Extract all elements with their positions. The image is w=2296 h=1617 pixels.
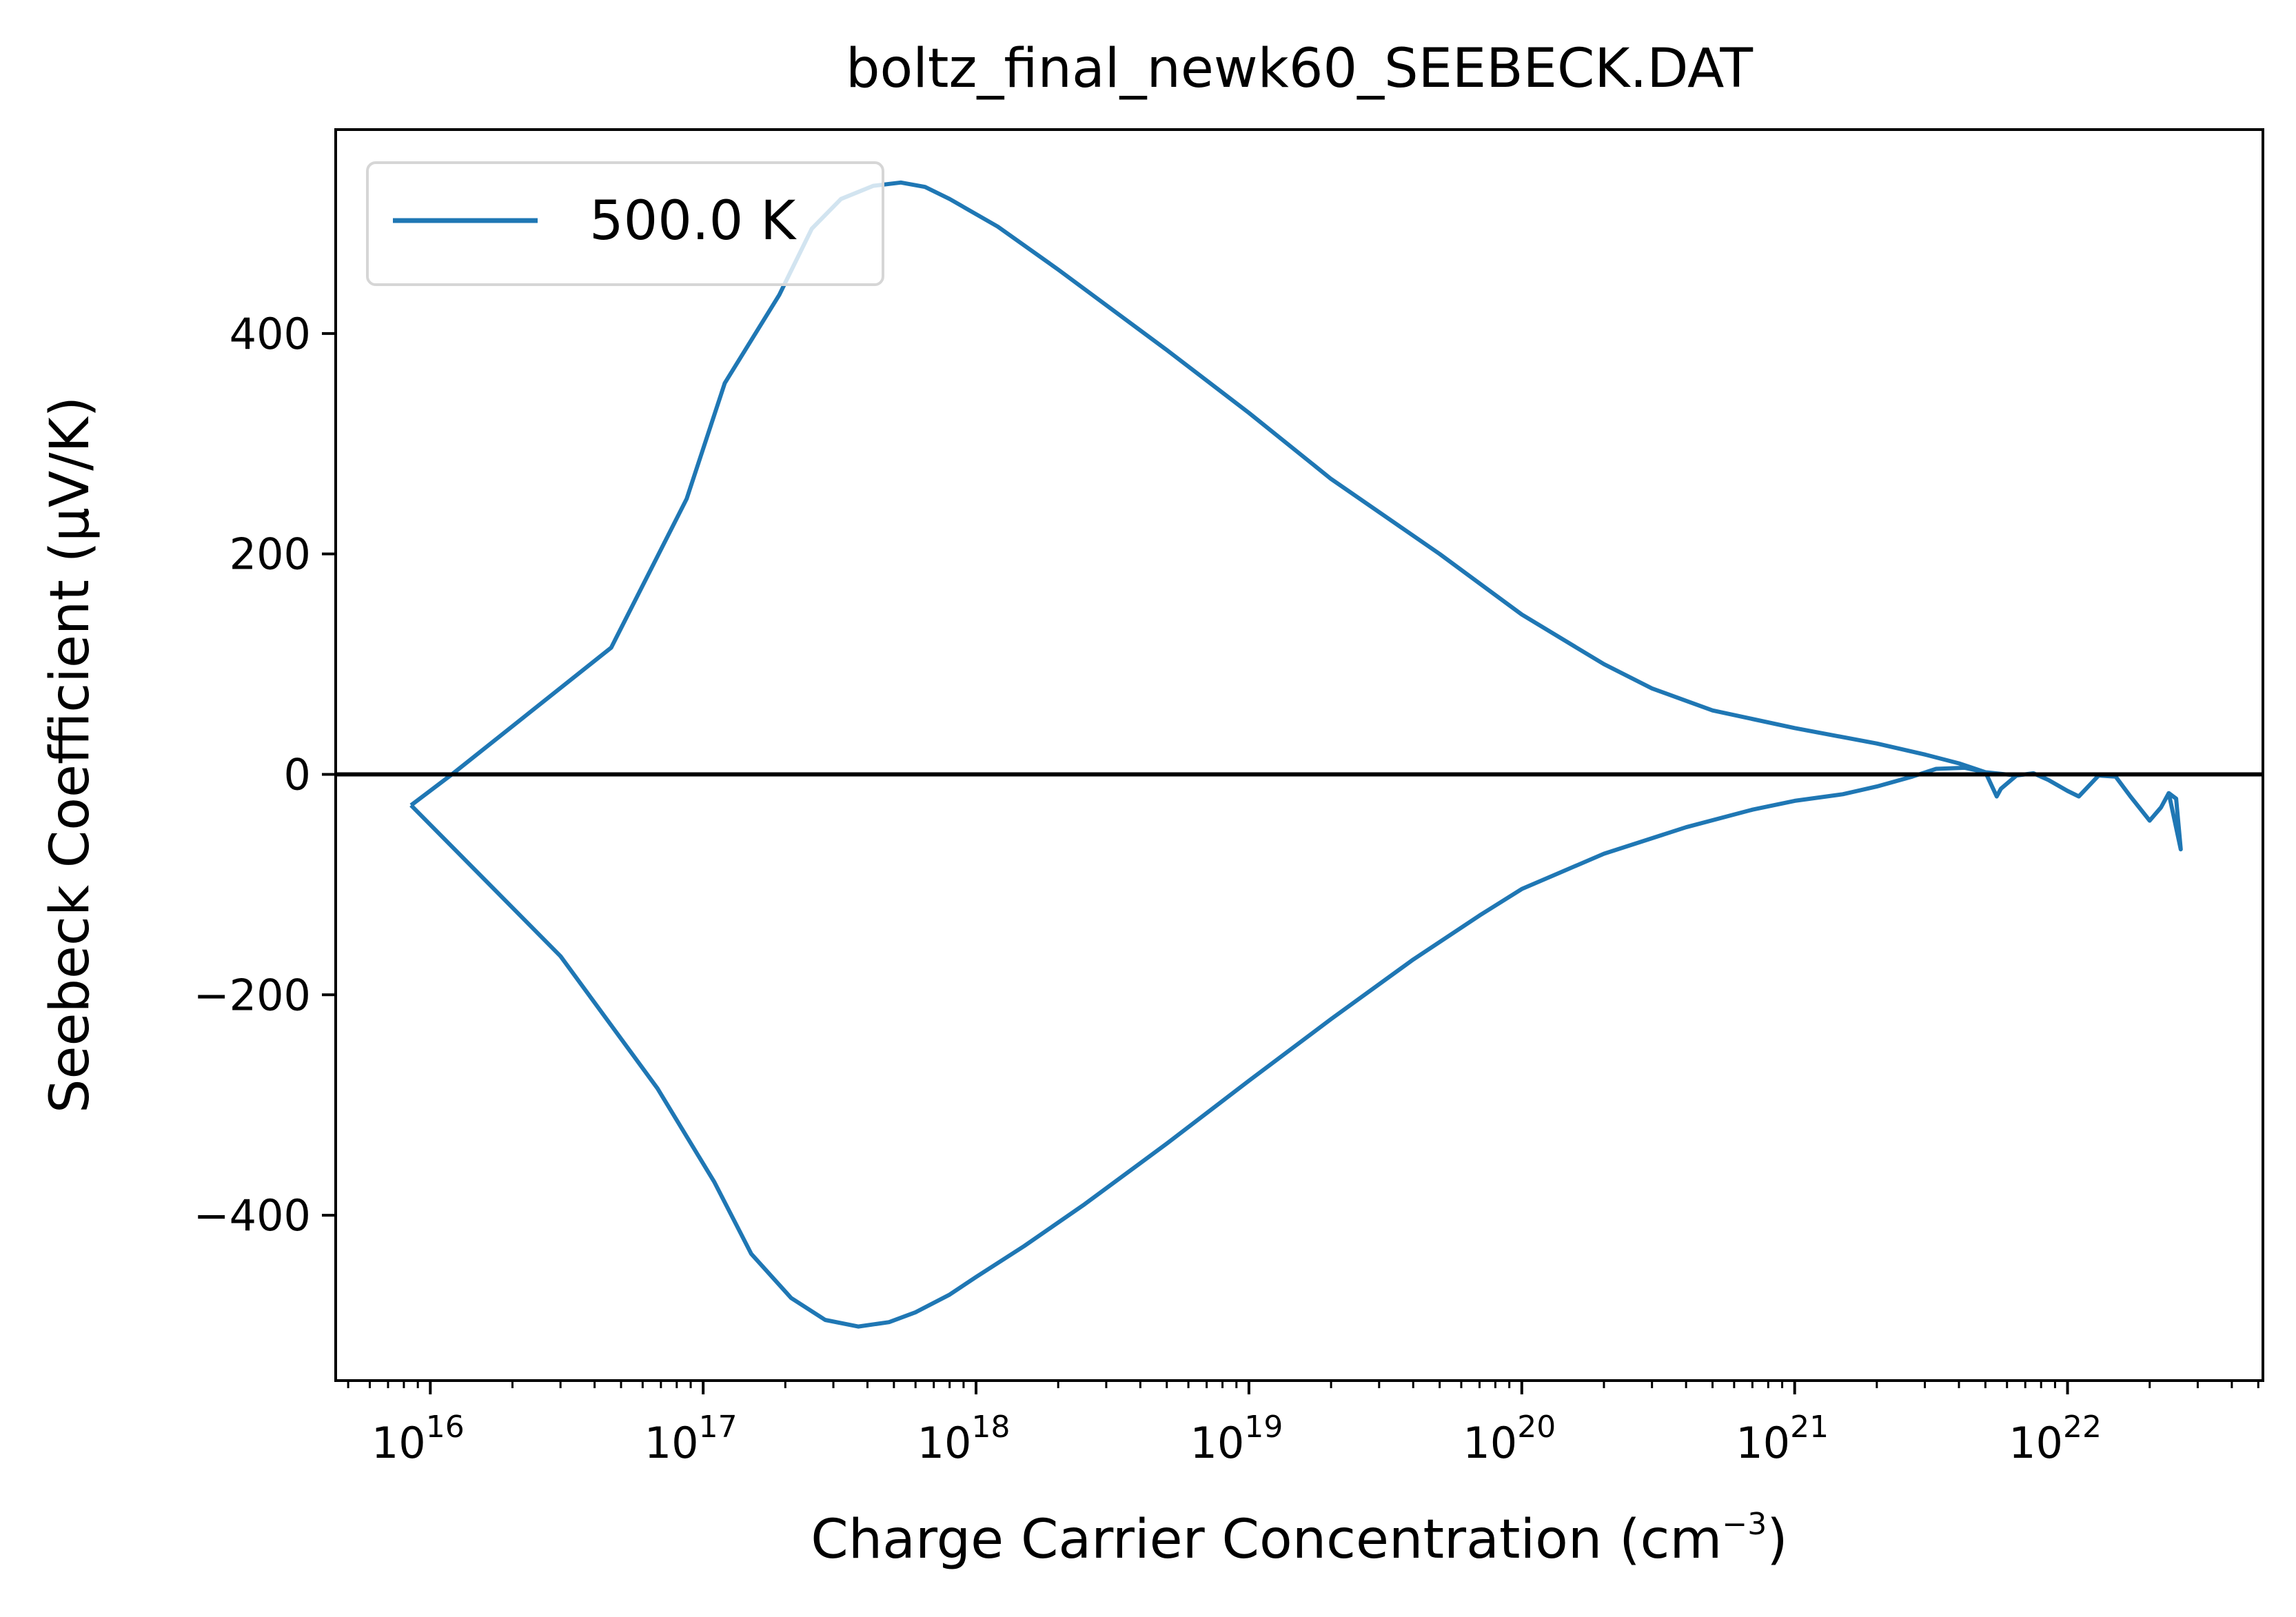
y-tick-label: −400 — [194, 1190, 311, 1241]
x-axis-label-suffix: ) — [1767, 1509, 1787, 1571]
x-axis-ticks: 1016 1017 1018 1019 1020 1021 1022 — [347, 1381, 2259, 1468]
x-tick-label: 1016 — [372, 1410, 465, 1468]
x-tick-base: 10 — [644, 1418, 699, 1468]
x-axis-label-exponent: −3 — [1722, 1507, 1767, 1542]
x-tick-exponent: 20 — [1517, 1410, 1556, 1445]
x-tick-exponent: 19 — [1244, 1410, 1283, 1445]
series-line-0 — [409, 180, 2183, 1329]
y-tick-label: 200 — [230, 529, 311, 580]
x-tick-label: 1019 — [1190, 1410, 1283, 1468]
chart-title: boltz_final_newk60_SEEBECK.DAT — [846, 38, 1753, 100]
y-tick-label: 400 — [230, 309, 311, 359]
legend-box — [366, 161, 884, 286]
x-axis-label: Charge Carrier Concentration (cm−3) — [811, 1507, 1787, 1571]
x-tick-base: 10 — [2009, 1418, 2063, 1468]
x-axis-label-text: Charge Carrier Concentration (cm — [811, 1509, 1722, 1571]
x-tick-exponent: 18 — [971, 1410, 1010, 1445]
plot-area — [334, 128, 2264, 1382]
series-layer — [409, 180, 2183, 1329]
legend-label: 500.0 K — [589, 190, 797, 252]
x-tick-base: 10 — [1736, 1418, 1790, 1468]
x-tick-label: 1021 — [1736, 1410, 1829, 1468]
x-tick-label: 1020 — [1463, 1410, 1556, 1468]
x-tick-base: 10 — [372, 1418, 426, 1468]
y-tick-label: −200 — [194, 970, 311, 1020]
x-tick-base: 10 — [1190, 1418, 1244, 1468]
x-tick-exponent: 22 — [2063, 1410, 2102, 1445]
y-axis-label: Seebeck Coefficient (μV/K) — [39, 396, 101, 1113]
x-tick-base: 10 — [917, 1418, 972, 1468]
x-tick-label: 1018 — [917, 1410, 1010, 1468]
x-tick-exponent: 16 — [426, 1410, 465, 1445]
x-tick-label: 1022 — [2009, 1410, 2102, 1468]
x-tick-exponent: 17 — [699, 1410, 738, 1445]
y-axis-ticks: −400 −200 0 200 400 — [194, 309, 336, 1241]
legend: 500.0 K — [366, 161, 884, 286]
plot-frame — [334, 128, 2264, 1382]
x-tick-label: 1017 — [644, 1410, 738, 1468]
x-tick-base: 10 — [1463, 1418, 1517, 1468]
x-tick-exponent: 21 — [1790, 1410, 1829, 1445]
y-tick-label: 0 — [284, 749, 311, 800]
